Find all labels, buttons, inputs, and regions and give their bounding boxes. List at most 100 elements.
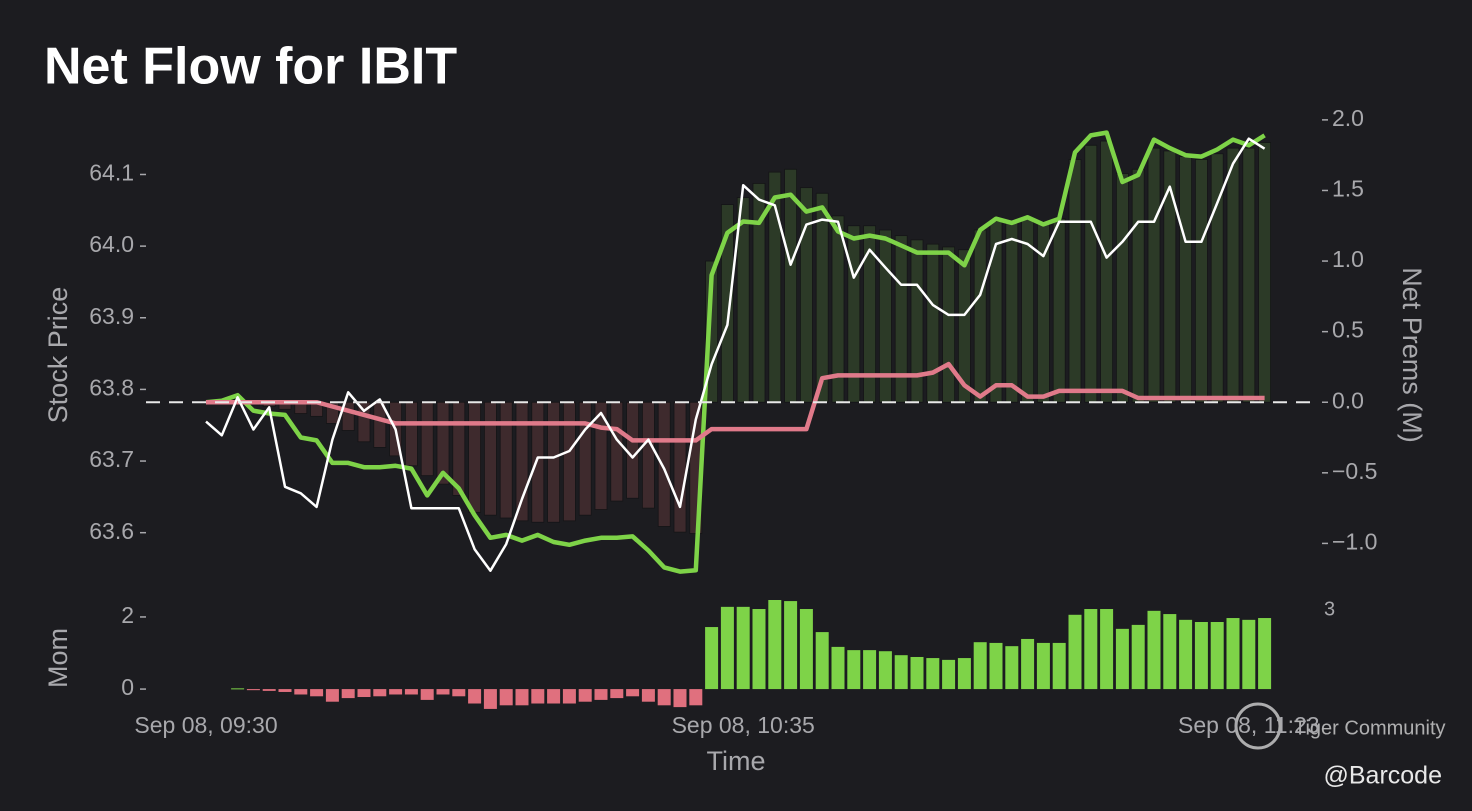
- mom-bar: [942, 659, 956, 690]
- mom-bar: [847, 650, 861, 690]
- mom-bar: [294, 689, 308, 695]
- mom-bar: [562, 689, 576, 704]
- y-tick-label: 63.9: [89, 303, 134, 329]
- mom-bar: [246, 689, 260, 691]
- net-prems-bar: [1226, 147, 1240, 403]
- line-series: [205, 130, 1266, 574]
- net-prems-bar: [910, 239, 924, 403]
- mom-bar: [1194, 622, 1208, 690]
- mom-bar: [626, 689, 640, 697]
- net-prems-bar: [1147, 147, 1161, 403]
- net-prems-bar: [468, 401, 482, 513]
- y-tick-label: 64.1: [89, 160, 134, 186]
- mom-bar: [736, 606, 750, 690]
- mom-bar: [720, 606, 734, 690]
- mom-bar: [641, 689, 655, 702]
- net-prems-bar: [1052, 218, 1066, 403]
- net-prems-bar: [673, 401, 687, 533]
- mom-bar: [1147, 610, 1161, 690]
- mom-bar: [1052, 642, 1066, 690]
- mom-bar: [499, 689, 513, 706]
- net-prems-bar: [547, 401, 560, 523]
- plot: 63.6 63.7 63.8 63.9 64.0 64.1 −1.0 −0.5 0.0 0.5 1.…: [89, 105, 1377, 738]
- net-prems-bar: [515, 401, 529, 522]
- net-prems-bar: [1116, 173, 1129, 403]
- mom-bar: [404, 689, 418, 695]
- mom-bar: [1036, 642, 1050, 690]
- net-prems-bar: [973, 229, 987, 403]
- net-prems-bar: [1195, 159, 1208, 403]
- y2-tick-label: 2.0: [1332, 105, 1364, 131]
- mom-bar: [231, 688, 245, 690]
- y2-tick-label: −1.0: [1332, 528, 1377, 554]
- net-prems-bar: [404, 401, 418, 467]
- mom-bar: [310, 689, 324, 697]
- mom-bar: [1179, 619, 1193, 690]
- x-tick-label: Sep 08, 09:30: [134, 712, 277, 738]
- net-prems-bar: [1100, 140, 1113, 403]
- net-prems-bar: [752, 183, 766, 403]
- mom-bar: [1115, 628, 1129, 690]
- mom-bar: [1131, 624, 1145, 690]
- mom-bar: [341, 689, 355, 699]
- credit: @Barcode: [1324, 762, 1443, 790]
- mom-bar: [1258, 618, 1272, 690]
- net-prems-bar: [1005, 221, 1019, 403]
- net-prems-bar: [800, 187, 813, 403]
- mom-bar: [1005, 646, 1019, 690]
- y2-axis-label: Net Prems (M): [1397, 267, 1427, 443]
- net-prems-bar: [784, 168, 797, 403]
- mom-bar: [325, 689, 339, 702]
- mom-bar: [1226, 618, 1240, 690]
- mom-bar: [989, 642, 1003, 690]
- mom-bar: [420, 689, 434, 700]
- mom-bar: [673, 689, 687, 708]
- mom-bar: [278, 689, 292, 692]
- chart-title: Net Flow for IBIT: [44, 38, 457, 96]
- mom-bar: [878, 651, 892, 690]
- watermark: Tiger Community: [1234, 702, 1446, 750]
- y2-tick-label: 1.5: [1332, 176, 1364, 202]
- mom-bar: [262, 689, 276, 691]
- mom-bar: [657, 689, 671, 706]
- y2-tick-label: −0.5: [1332, 458, 1377, 484]
- y-tick-label: 64.0: [89, 231, 134, 257]
- watermark-text: Tiger Community: [1294, 717, 1446, 739]
- line-series: [205, 137, 1266, 572]
- mom-axis-label: Mom: [43, 628, 73, 688]
- mom-y2-tick-label: 3: [1324, 598, 1335, 620]
- mom-bar: [957, 658, 971, 690]
- y-tick-label: 63.7: [89, 446, 134, 472]
- mom-bar: [705, 627, 719, 690]
- mom-bar: [799, 609, 813, 690]
- mom-bar: [515, 689, 529, 706]
- y2-tick-label: 1.0: [1332, 246, 1364, 272]
- y2-tick-label: 0.0: [1332, 387, 1364, 413]
- x-tick-label: Sep 08, 10:35: [672, 712, 815, 738]
- net-prems-bar: [626, 401, 639, 499]
- mom-bar: [594, 689, 608, 700]
- net-prems-bar: [483, 401, 497, 516]
- net-prems-bar: [894, 235, 908, 403]
- net-prems-bar: [1068, 159, 1082, 403]
- mom-bar: [436, 689, 450, 695]
- net-prems-bar: [531, 401, 545, 523]
- net-prems-bar: [578, 401, 592, 516]
- net-prems-bar: [815, 192, 829, 403]
- mom-bar: [831, 646, 845, 690]
- mom-bar: [973, 642, 987, 690]
- mom-bar: [768, 600, 782, 690]
- mom-bar: [1163, 614, 1177, 690]
- net-prems-bar: [657, 401, 671, 527]
- mom-bar: [468, 689, 482, 704]
- mom-bar: [910, 656, 924, 690]
- watermark-logo: [1234, 702, 1282, 750]
- mom-bar: [1100, 609, 1114, 690]
- mom-tick-label: 2: [121, 602, 134, 628]
- net-prems-bar: [942, 246, 955, 403]
- mom-bar: [373, 689, 387, 697]
- net-prems-bar: [610, 401, 624, 502]
- mom-bar: [531, 689, 545, 704]
- mom-bar: [689, 689, 703, 706]
